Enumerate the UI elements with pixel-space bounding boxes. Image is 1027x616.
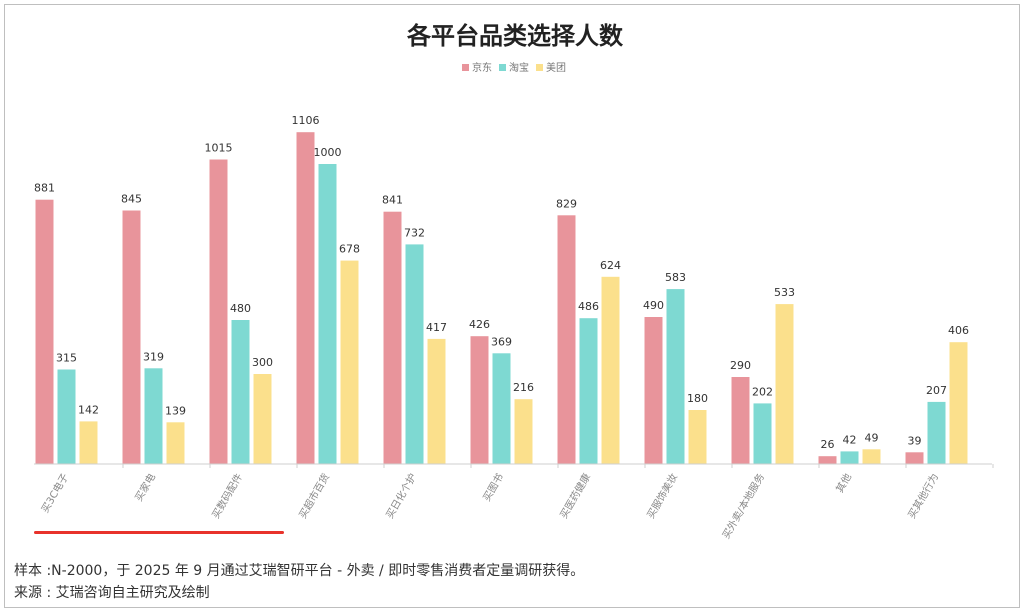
value-label-1-1: 319 <box>143 350 164 363</box>
bar-10-0 <box>905 452 924 464</box>
legend-label-2: 美团 <box>546 61 566 74</box>
bar-8-0 <box>731 377 750 464</box>
bar-6-1 <box>579 318 598 464</box>
value-label-7-0: 490 <box>643 299 664 312</box>
bar-7-1 <box>666 289 685 464</box>
value-label-7-1: 583 <box>665 271 686 284</box>
bar-6-0 <box>557 215 576 464</box>
x-tick-label-0: 买3C电子 <box>38 471 71 515</box>
bar-chart: 各平台品类选择人数 京东 淘宝 美团 881 315 142 845 319 139 1015 4… <box>34 22 994 541</box>
value-label-10-1: 207 <box>926 384 947 397</box>
bar-1-1 <box>144 368 163 464</box>
value-label-5-0: 426 <box>469 318 490 331</box>
bar-10-1 <box>927 401 946 464</box>
value-label-7-2: 180 <box>687 392 708 405</box>
bar-3-2 <box>340 260 359 464</box>
value-label-6-0: 829 <box>556 197 577 210</box>
value-label-10-2: 406 <box>948 324 969 337</box>
value-label-4-0: 841 <box>382 194 403 207</box>
bar-5-0 <box>470 336 489 464</box>
chart-frame <box>4 4 1020 608</box>
bar-9-1 <box>840 451 859 464</box>
value-label-3-0: 1106 <box>292 114 320 127</box>
bar-7-2 <box>688 410 707 464</box>
bars-group <box>35 132 968 464</box>
value-label-8-1: 202 <box>752 385 773 398</box>
chart-title: 各平台品类选择人数 <box>406 22 624 50</box>
value-label-8-2: 533 <box>774 286 795 299</box>
footnote-sample: 样本 :N-2000，于 2025 年 9 月通过艾瑞智研平台 - 外卖 / 即… <box>14 563 585 579</box>
bar-0-2 <box>79 421 98 464</box>
bar-5-2 <box>514 399 533 464</box>
value-label-2-2: 300 <box>252 356 273 369</box>
bar-1-0 <box>122 210 141 464</box>
value-label-9-0: 26 <box>821 438 835 451</box>
x-tick-label-4: 买日化个护 <box>383 471 419 521</box>
value-label-3-1: 1000 <box>314 146 342 159</box>
value-label-8-0: 290 <box>730 359 751 372</box>
bar-2-0 <box>209 159 228 464</box>
value-label-0-1: 315 <box>56 352 77 365</box>
value-label-1-2: 139 <box>165 404 186 417</box>
bar-5-1 <box>492 353 511 464</box>
value-label-3-2: 678 <box>339 243 360 256</box>
value-label-9-2: 49 <box>865 431 879 444</box>
bar-0-1 <box>57 369 76 464</box>
bar-4-2 <box>427 338 446 464</box>
value-label-2-1: 480 <box>230 302 251 315</box>
value-label-10-0: 39 <box>908 434 922 447</box>
chart-legend: 京东 淘宝 美团 <box>462 61 566 74</box>
bar-1-2 <box>166 422 185 464</box>
value-label-9-1: 42 <box>843 433 857 446</box>
legend-swatch-0 <box>462 64 469 71</box>
bar-3-0 <box>296 132 315 464</box>
value-label-6-2: 624 <box>600 259 621 272</box>
red-underline-annotation <box>34 531 284 534</box>
x-tick-label-5: 买图书 <box>481 472 506 504</box>
bar-2-2 <box>253 374 272 464</box>
x-tick-label-1: 买家电 <box>132 471 158 503</box>
x-tick-label-8: 买外卖/本地服务 <box>719 471 767 541</box>
x-tick-label-3: 买超市百货 <box>296 471 332 521</box>
legend-swatch-2 <box>536 64 543 71</box>
x-tick-label-6: 买医药健康 <box>557 471 593 521</box>
bar-3-1 <box>318 164 337 464</box>
legend-label-1: 淘宝 <box>509 61 529 74</box>
value-label-1-0: 845 <box>121 193 142 206</box>
x-tick-labels-group: 买3C电子 买家电 买数码配件 买超市百货 买日化个护 买图书 买医药健康 买服饰美妆 买外卖/… <box>38 464 994 541</box>
value-label-5-2: 216 <box>513 381 534 394</box>
bar-0-0 <box>35 199 54 464</box>
bar-10-2 <box>949 342 968 464</box>
bar-8-2 <box>775 304 794 464</box>
legend-label-0: 京东 <box>472 61 492 74</box>
bar-8-1 <box>753 403 772 464</box>
bar-7-0 <box>644 317 663 464</box>
value-label-4-2: 417 <box>426 321 447 334</box>
legend-swatch-1 <box>499 64 506 71</box>
x-tick-label-10: 买其他行为 <box>905 471 941 521</box>
x-tick-label-2: 买数码配件 <box>209 471 245 521</box>
value-label-5-1: 369 <box>491 335 512 348</box>
value-label-2-0: 1015 <box>205 142 233 155</box>
value-label-4-1: 732 <box>404 226 425 239</box>
footnote-source: 来源 : 艾瑞咨询自主研究及绘制 <box>14 585 210 601</box>
bar-9-0 <box>818 456 837 464</box>
x-tick-label-7: 买服饰美妆 <box>644 471 680 521</box>
x-tick-label-9: 其他 <box>833 471 854 495</box>
bar-4-1 <box>405 244 424 464</box>
bar-4-0 <box>383 211 402 464</box>
value-label-0-2: 142 <box>78 403 99 416</box>
value-labels-group: 881 315 142 845 319 139 1015 480 300 1106 1000 678 8… <box>34 114 969 451</box>
value-label-6-1: 486 <box>578 300 599 313</box>
bar-6-2 <box>601 276 620 464</box>
bar-9-2 <box>862 449 881 464</box>
bar-2-1 <box>231 320 250 464</box>
value-label-0-0: 881 <box>34 182 55 195</box>
